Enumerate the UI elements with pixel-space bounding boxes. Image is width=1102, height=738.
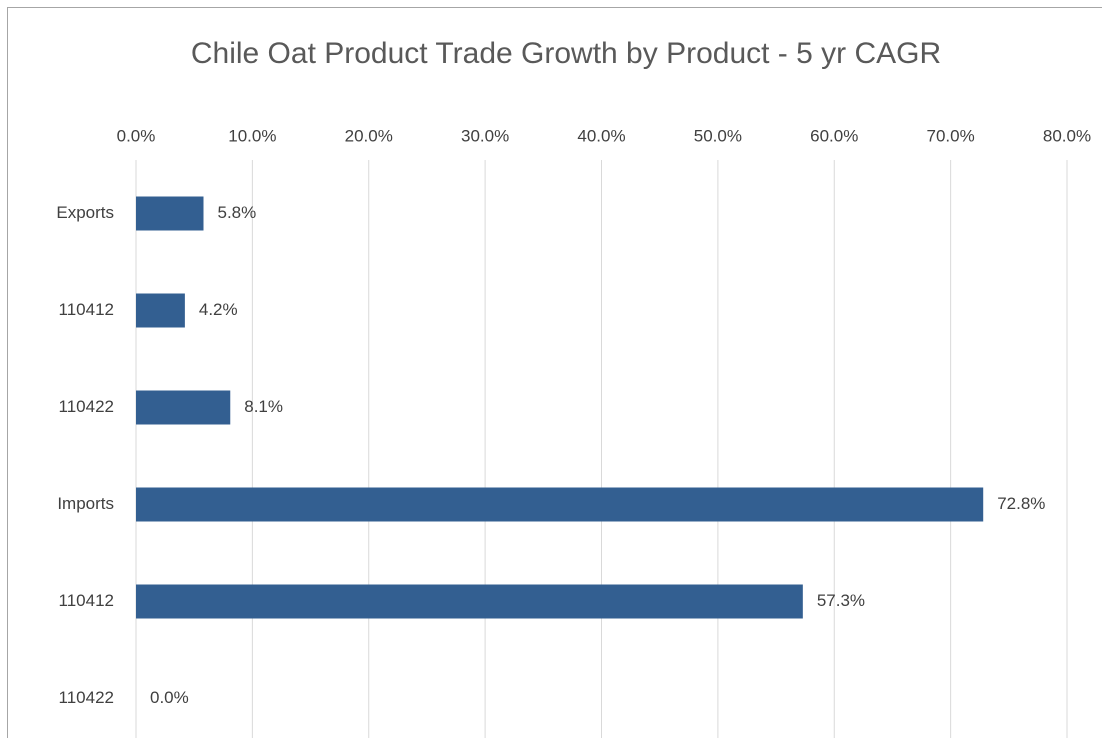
y-tick-label: 110412	[59, 300, 114, 319]
bar	[136, 293, 185, 328]
x-tick-label: 60.0%	[810, 126, 858, 145]
data-label: 0.0%	[150, 688, 189, 707]
y-tick-label: 110422	[59, 688, 114, 707]
data-label: 57.3%	[817, 591, 865, 610]
y-tick-label: 110412	[59, 591, 114, 610]
y-tick-label: Exports	[56, 203, 114, 222]
y-tick-label: Imports	[57, 494, 114, 513]
chart-border	[7, 7, 1102, 738]
data-label: 4.2%	[199, 300, 238, 319]
x-tick-label: 50.0%	[694, 126, 742, 145]
y-tick-label: 110422	[59, 397, 114, 416]
x-tick-label: 30.0%	[461, 126, 509, 145]
x-tick-label: 80.0%	[1043, 126, 1091, 145]
x-tick-label: 0.0%	[117, 126, 156, 145]
bar	[136, 196, 204, 231]
x-tick-label: 20.0%	[345, 126, 393, 145]
data-label: 8.1%	[244, 397, 283, 416]
bar	[136, 584, 803, 619]
bar	[136, 487, 984, 522]
x-tick-label: 40.0%	[577, 126, 625, 145]
bar	[136, 390, 231, 425]
data-label: 72.8%	[997, 494, 1045, 513]
data-label: 5.8%	[217, 203, 256, 222]
x-tick-label: 10.0%	[228, 126, 276, 145]
x-tick-label: 70.0%	[927, 126, 975, 145]
chart-title: Chile Oat Product Trade Growth by Produc…	[191, 37, 941, 70]
